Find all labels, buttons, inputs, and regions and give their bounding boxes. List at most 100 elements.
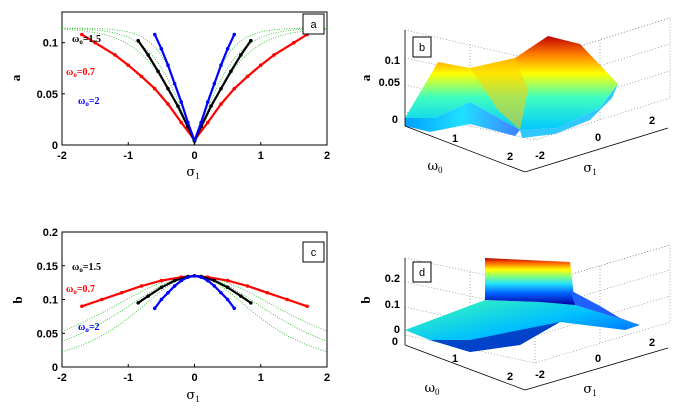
series-point-w15 bbox=[239, 53, 243, 57]
panel-b-ytick-1: 1 bbox=[452, 133, 458, 145]
ytick-label: 0.1 bbox=[43, 295, 58, 307]
panel-b-ylabel: ω0 bbox=[427, 159, 443, 175]
series-point-w07 bbox=[265, 290, 270, 295]
series-point-w15 bbox=[146, 53, 150, 57]
series-point-w2 bbox=[172, 284, 177, 288]
panel-c-ticks: -2 -1 0 1 2 0 0.05 0.1 0.15 0.2 bbox=[37, 227, 330, 384]
series-point-w07 bbox=[152, 86, 157, 91]
panel-c-xlabel: σ1 bbox=[186, 388, 199, 404]
series-point-w07 bbox=[285, 297, 290, 302]
panel-b-ztick-0.1: 0.1 bbox=[385, 55, 400, 67]
panel-d-surface-floor bbox=[405, 300, 640, 352]
series-point-w15 bbox=[159, 285, 164, 290]
panel-a-series bbox=[80, 32, 309, 145]
panel-b-label-box bbox=[412, 36, 432, 58]
panel-d-xlabel: σ1 bbox=[583, 382, 596, 398]
series-point-w07 bbox=[139, 284, 144, 288]
series-point-w2 bbox=[225, 297, 230, 302]
panel-d-axes bbox=[404, 258, 669, 391]
series-point-w2 bbox=[219, 63, 223, 67]
series-point-w15 bbox=[136, 301, 140, 305]
series-point-w07 bbox=[99, 297, 104, 302]
ytick-label: 0.05 bbox=[37, 89, 58, 101]
panel-b-axes bbox=[404, 30, 669, 173]
series-point-w2 bbox=[192, 139, 197, 143]
series-point-w2 bbox=[186, 120, 190, 125]
panel-d-surface-right bbox=[570, 290, 640, 325]
panel-d-xtick-0: 0 bbox=[595, 353, 601, 365]
panel-a: -2 -1 0 1 2 0 0.05 0.1 a a σ1 ωo=1.5 ωo=0.7 ωo=… bbox=[8, 11, 330, 181]
series-point-w15 bbox=[229, 69, 233, 74]
panel-c-label: c bbox=[311, 247, 317, 259]
series-point-w2 bbox=[225, 47, 230, 51]
ytick-label: 0 bbox=[52, 362, 58, 374]
series-point-w15 bbox=[146, 294, 150, 298]
panel-d-ztick-0.1: 0.1 bbox=[385, 299, 400, 311]
panel-d-ztick-0: 0 bbox=[394, 324, 400, 336]
series-point-w2 bbox=[219, 290, 223, 295]
panel-d-label: d bbox=[419, 267, 425, 279]
xtick-label: -1 bbox=[123, 372, 133, 384]
xtick-label: 0 bbox=[191, 372, 197, 384]
series-point-w07 bbox=[245, 74, 250, 79]
series-point-w2 bbox=[205, 100, 210, 104]
series-point-w15 bbox=[239, 294, 243, 298]
series-point-w2 bbox=[179, 100, 184, 104]
series-point-w15 bbox=[136, 38, 140, 43]
xtick-label: 2 bbox=[324, 372, 330, 384]
panel-c-series bbox=[80, 274, 309, 311]
panel-b-xtick-2: 2 bbox=[649, 115, 655, 127]
series-point-w2 bbox=[159, 47, 164, 51]
ytick-label: 0.05 bbox=[37, 328, 58, 340]
xtick-label: -1 bbox=[123, 150, 133, 162]
series-point-w07 bbox=[119, 290, 124, 295]
series-point-w15 bbox=[249, 38, 253, 43]
panel-d-surface-front bbox=[430, 322, 560, 352]
series-point-w2 bbox=[172, 81, 177, 86]
panel-c: -2 -1 0 1 2 0 0.05 0.1 0.15 0.2 c b σ1 ωo=1.5 ωo=… bbox=[10, 227, 330, 404]
panel-d-ztick-0.2: 0.2 bbox=[385, 273, 400, 285]
panel-d-surface-ridge bbox=[485, 258, 575, 305]
series-point-w2 bbox=[232, 306, 237, 311]
panel-c-annot-w07: ωo=0.7 bbox=[66, 284, 95, 296]
series-point-w15 bbox=[249, 301, 253, 305]
panel-d-xtick--2: -2 bbox=[535, 369, 545, 381]
series-point-w07 bbox=[159, 278, 164, 283]
series-point-w07 bbox=[80, 32, 84, 37]
panel-b-ytick-0: 0 bbox=[392, 114, 398, 126]
panel-c-ylabel: b bbox=[10, 296, 25, 303]
panel-d-ytick-0: 0 bbox=[392, 336, 398, 348]
ytick-label: 0.1 bbox=[43, 38, 58, 50]
panel-a-annot-w07: ωo=0.7 bbox=[66, 67, 95, 79]
xtick-label: -2 bbox=[57, 150, 67, 162]
series-point-w07 bbox=[93, 40, 97, 45]
panel-b: b a 0.1 0.05 0 1 2 -2 0 2 ω0 σ1 bbox=[358, 17, 671, 177]
panel-c-annot-w15: ωo=1.5 bbox=[72, 262, 101, 274]
panel-b-surface-valley bbox=[470, 58, 528, 130]
xtick-label: 1 bbox=[258, 150, 264, 162]
panel-d-xtick-2: 2 bbox=[649, 337, 655, 349]
series-point-w15 bbox=[225, 285, 230, 290]
green-reference-curve bbox=[61, 275, 328, 353]
xtick-label: 1 bbox=[258, 372, 264, 384]
panel-d-ylabel: ω0 bbox=[424, 381, 440, 397]
panel-b-zlabel: a bbox=[358, 74, 373, 81]
series-point-w2 bbox=[232, 32, 237, 37]
series-point-w2 bbox=[152, 306, 157, 311]
series-point-w07 bbox=[232, 86, 237, 91]
series-point-w07 bbox=[139, 74, 144, 79]
xtick-label: -2 bbox=[57, 372, 67, 384]
panel-c-annot-w2: ωo=2 bbox=[78, 322, 100, 334]
panel-a-annot-w15: ωo=1.5 bbox=[72, 34, 101, 46]
series-point-w2 bbox=[199, 275, 203, 280]
panel-c-axes-box bbox=[61, 231, 328, 368]
series-point-w15 bbox=[176, 104, 180, 108]
series-point-w2 bbox=[199, 120, 203, 125]
series-point-w07 bbox=[225, 278, 230, 283]
series-point-w07 bbox=[80, 304, 84, 309]
panel-a-axes-box bbox=[61, 11, 328, 146]
series-point-w07 bbox=[166, 102, 170, 106]
series-point-w07 bbox=[258, 63, 263, 67]
panel-b-surface-front bbox=[405, 102, 520, 136]
